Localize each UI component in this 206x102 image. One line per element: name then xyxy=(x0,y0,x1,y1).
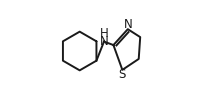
Text: N: N xyxy=(123,18,132,31)
Text: N: N xyxy=(99,35,108,48)
Text: S: S xyxy=(118,68,125,81)
Text: H: H xyxy=(99,27,108,40)
